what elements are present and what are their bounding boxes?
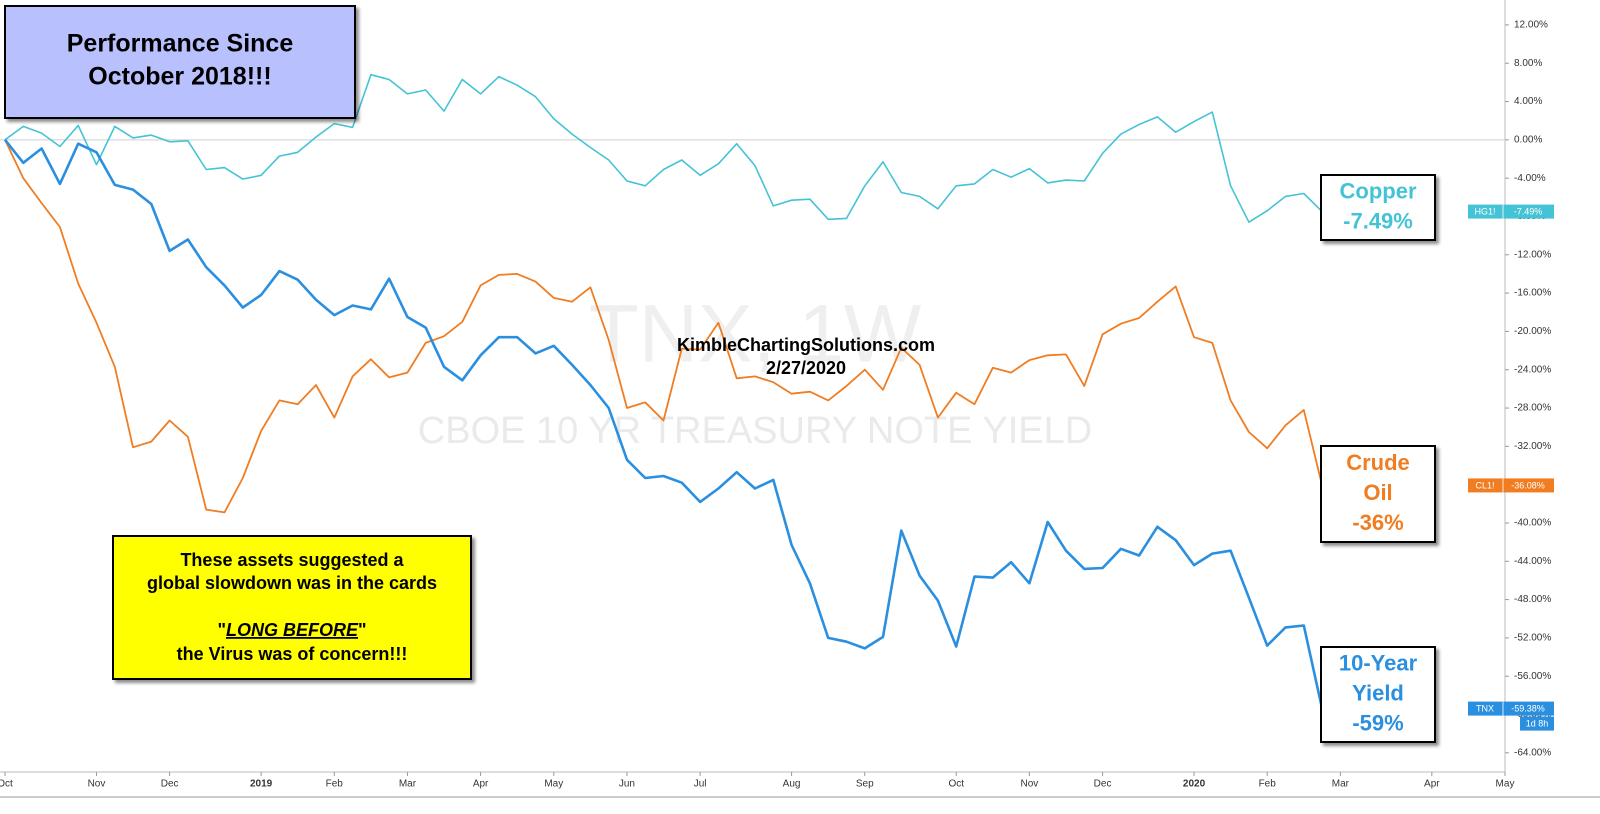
y-tick-label: -64.00% <box>1514 747 1551 758</box>
x-tick-label: Aug <box>783 779 801 790</box>
price-tag-value: -7.49% <box>1514 206 1543 216</box>
series-end-label: -7.49% <box>1343 208 1413 233</box>
x-tick-label: Apr <box>473 779 489 790</box>
y-tick-label: -20.00% <box>1514 326 1551 337</box>
y-tick-label: -40.00% <box>1514 518 1551 529</box>
emphasis-text: LONG BEFORE <box>226 620 359 640</box>
x-tick-label: Nov <box>88 779 106 790</box>
x-tick-label: Feb <box>1259 779 1277 790</box>
series-end-label: -36% <box>1352 510 1403 535</box>
series-label: 10-Year <box>1339 650 1418 675</box>
price-tag <box>1468 701 1554 716</box>
price-tag-value: -36.08% <box>1511 480 1545 490</box>
series-line <box>3 138 1324 709</box>
series-label: Yield <box>1352 680 1404 705</box>
y-tick-label: -12.00% <box>1514 249 1551 260</box>
note-line: the Virus was of concern!!! <box>177 644 408 664</box>
x-tick-label: May <box>544 779 563 790</box>
title-line: October 2018!!! <box>88 63 271 91</box>
countdown-badge <box>1520 716 1554 731</box>
y-tick-label: 12.00% <box>1514 20 1548 31</box>
y-tick-label: -4.00% <box>1514 173 1546 184</box>
price-tag-symbol: CL1! <box>1475 480 1494 490</box>
price-tag <box>1468 204 1554 219</box>
quote: " <box>217 620 226 640</box>
title-box <box>4 5 356 119</box>
y-tick-label: -16.00% <box>1514 288 1551 299</box>
series-label: Copper <box>1340 178 1417 203</box>
watermark-name: CBOE 10 YR TREASURY NOTE YIELD <box>418 410 1092 452</box>
note-line: global slowdown was in the cards <box>147 573 437 593</box>
series-label-box <box>1320 646 1436 743</box>
y-tick-label: -52.00% <box>1514 633 1551 644</box>
x-tick-label: Apr <box>1424 779 1440 790</box>
x-tick-label: Oct <box>0 779 13 790</box>
series-end-label: -59% <box>1352 710 1403 735</box>
y-tick-label: -28.00% <box>1514 403 1551 414</box>
y-tick-label: 0.00% <box>1514 134 1542 145</box>
x-tick-label: Dec <box>161 779 179 790</box>
source-date: 2/27/2020 <box>766 358 846 378</box>
price-tag <box>1468 478 1554 493</box>
y-tick-label: -32.00% <box>1514 441 1551 452</box>
series-label-box <box>1320 445 1436 543</box>
x-tick-label: Jul <box>694 779 707 790</box>
x-tick-label: Oct <box>948 779 964 790</box>
price-tag-value: -59.38% <box>1511 703 1545 713</box>
x-tick-label: May <box>1496 779 1515 790</box>
quote: " <box>358 620 367 640</box>
source-site: KimbleChartingSolutions.com <box>677 335 935 355</box>
series-line <box>4 73 1323 223</box>
y-tick-label: -56.00% <box>1514 671 1551 682</box>
note-line: These assets suggested a <box>180 550 404 570</box>
x-tick-label: Mar <box>399 779 417 790</box>
countdown-text: 1d 8h <box>1526 718 1549 728</box>
overlays: Copper -7.49% HG1! -7.49% Crude Oil -36% CL1! -3… <box>1320 174 1554 743</box>
x-tick-label: Dec <box>1094 779 1112 790</box>
x-tick-label: 2020 <box>1183 779 1206 790</box>
x-tick-label: Nov <box>1020 779 1038 790</box>
note-emphasis: "LONG BEFORE" <box>217 620 366 640</box>
price-tag-symbol: TNX <box>1476 703 1494 713</box>
x-tick-label: Jun <box>619 779 635 790</box>
y-tick-label: 4.00% <box>1514 96 1542 107</box>
series-line <box>4 139 1323 514</box>
x-tick-label: Mar <box>1332 779 1350 790</box>
y-tick-label: -24.00% <box>1514 364 1551 375</box>
price-tag-symbol: HG1! <box>1474 206 1495 216</box>
series-label: Crude <box>1346 450 1410 475</box>
y-tick-label: -48.00% <box>1514 594 1551 605</box>
y-tick-label: -44.00% <box>1514 556 1551 567</box>
x-tick-label: 2019 <box>250 779 273 790</box>
series-label-box <box>1320 174 1436 241</box>
x-tick-label: Sep <box>856 779 874 790</box>
series-label: Oil <box>1363 480 1392 505</box>
y-tick-label: 8.00% <box>1514 58 1542 69</box>
title-line: Performance Since <box>67 30 294 58</box>
x-tick-label: Feb <box>326 779 344 790</box>
note-box <box>112 535 472 680</box>
watermark-symbol: TNX, 1W <box>589 289 922 380</box>
